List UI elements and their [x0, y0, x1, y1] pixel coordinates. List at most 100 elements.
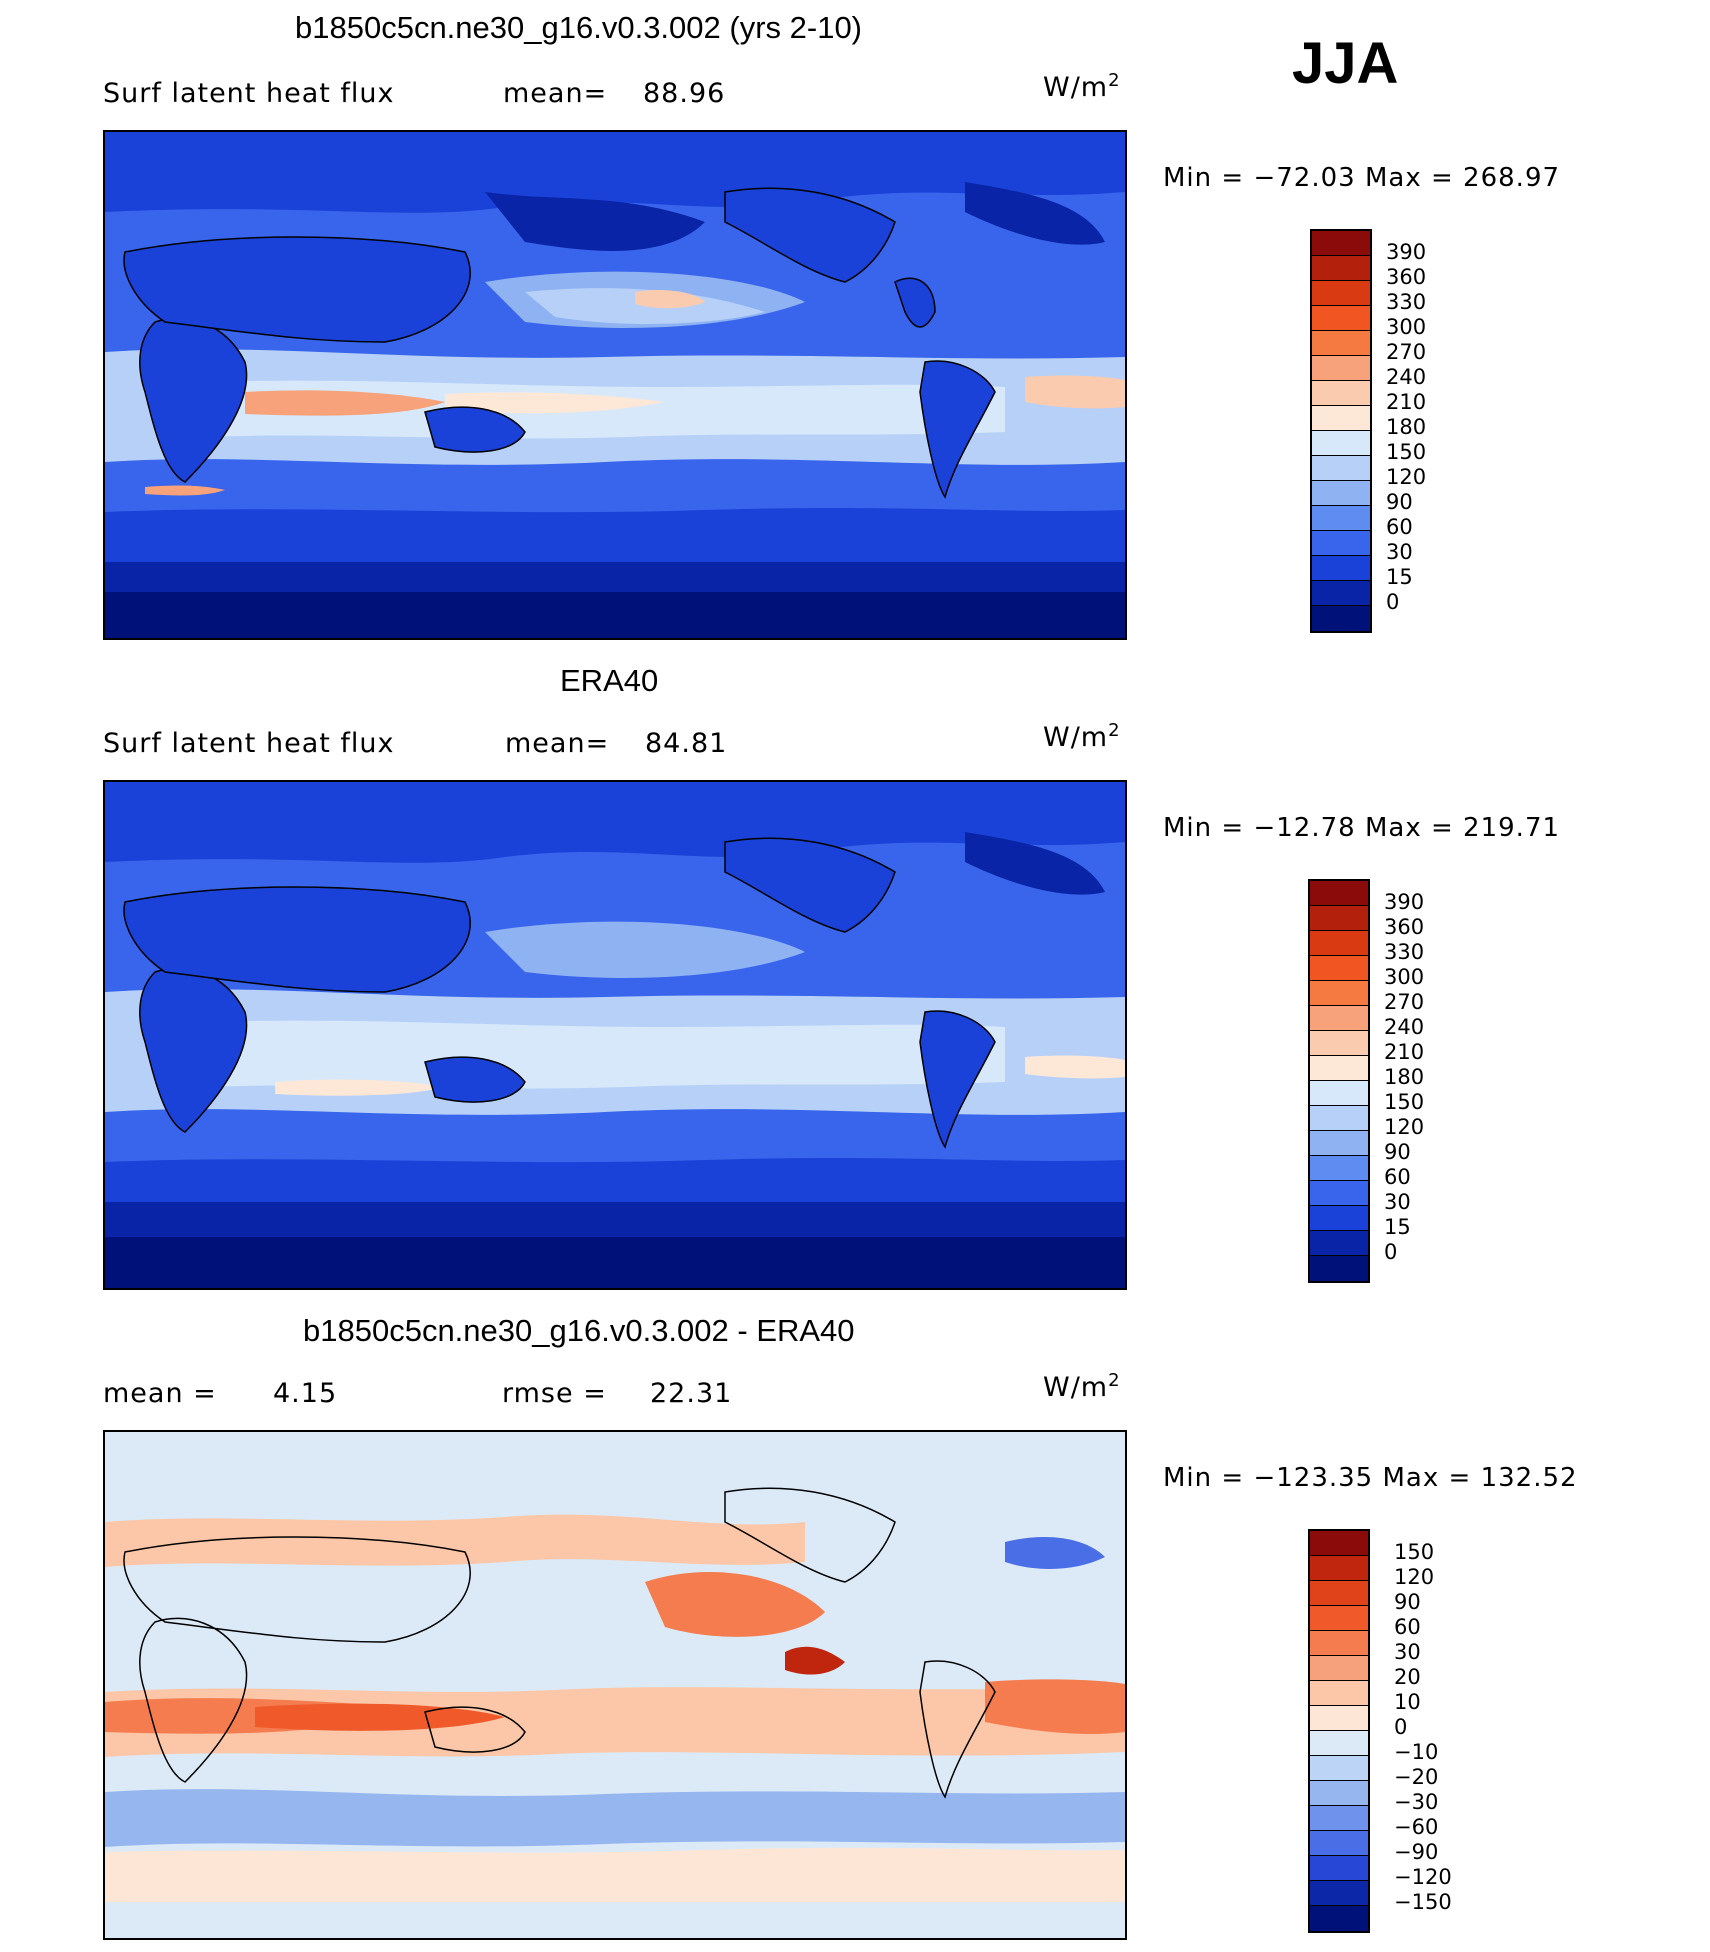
colorbar-tick-label: 150 [1384, 1090, 1425, 1114]
colorbar-cell [1310, 881, 1368, 906]
panel-1-colorbar [1310, 229, 1372, 633]
panel-3-map [103, 1430, 1127, 1940]
colorbar-tick-label: 20 [1394, 1665, 1421, 1689]
colorbar-tick-label: 210 [1386, 390, 1427, 414]
colorbar-tick-label: 10 [1394, 1690, 1421, 1714]
colorbar-cell [1310, 1831, 1368, 1856]
colorbar-cell [1310, 1206, 1368, 1231]
colorbar-tick-label: 150 [1386, 440, 1427, 464]
colorbar-tick-label: 360 [1386, 265, 1427, 289]
colorbar-cell [1310, 1756, 1368, 1781]
colorbar-cell [1310, 1856, 1368, 1881]
colorbar-cell [1310, 1656, 1368, 1681]
colorbar-tick-label: 30 [1386, 540, 1413, 564]
colorbar-tick-label: 0 [1394, 1715, 1408, 1739]
colorbar-tick-label: −10 [1394, 1740, 1439, 1764]
colorbar-cell [1312, 406, 1370, 431]
colorbar-tick-label: 390 [1384, 890, 1425, 914]
colorbar-cell [1310, 1081, 1368, 1106]
panel-3-colorbar [1308, 1529, 1370, 1933]
colorbar-cell [1310, 1556, 1368, 1581]
colorbar-tick-label: 90 [1394, 1590, 1421, 1614]
colorbar-tick-label: 210 [1384, 1040, 1425, 1064]
colorbar-cell [1310, 1906, 1368, 1931]
colorbar-cell [1310, 1156, 1368, 1181]
colorbar-tick-label: 150 [1394, 1540, 1435, 1564]
colorbar-tick-label: −120 [1394, 1865, 1452, 1889]
colorbar-cell [1312, 456, 1370, 481]
panel-3-mean-value: 4.15 [273, 1378, 338, 1409]
colorbar-cell [1312, 381, 1370, 406]
colorbar-tick-label: 60 [1386, 515, 1413, 539]
colorbar-cell [1310, 1581, 1368, 1606]
panel-1-mean-label: mean= [503, 78, 608, 109]
colorbar-tick-label: −20 [1394, 1765, 1439, 1789]
colorbar-tick-label: 15 [1386, 565, 1413, 589]
colorbar-cell [1310, 1706, 1368, 1731]
panel-1-variable-label: Surf latent heat flux [103, 78, 395, 109]
colorbar-tick-label: 120 [1394, 1565, 1435, 1589]
colorbar-cell [1310, 1806, 1368, 1831]
colorbar-cell [1310, 1056, 1368, 1081]
colorbar-tick-label: −60 [1394, 1815, 1439, 1839]
panel-3-minmax: Min = −123.35 Max = 132.52 [1163, 1463, 1578, 1493]
colorbar-cell [1310, 981, 1368, 1006]
colorbar-tick-label: 60 [1384, 1165, 1411, 1189]
colorbar-tick-label: 180 [1386, 415, 1427, 439]
panel-3-colorbar-ticks: 150 120 90 60 30 20 10 0 −10 −20 −30 −60 −90 −120 −150 [1394, 1540, 1452, 1915]
colorbar-cell [1310, 1006, 1368, 1031]
panel-2-title: ERA40 [560, 663, 659, 698]
colorbar-cell [1310, 1631, 1368, 1656]
colorbar-cell [1310, 1231, 1368, 1256]
colorbar-cell [1310, 956, 1368, 981]
colorbar-tick-label: 360 [1384, 915, 1425, 939]
panel-2-mean-value: 84.81 [645, 728, 728, 759]
colorbar-cell [1310, 1731, 1368, 1756]
colorbar-tick-label: 15 [1384, 1215, 1411, 1239]
panel-3-units: W/m2 [1043, 1370, 1121, 1403]
colorbar-cell [1310, 1031, 1368, 1056]
colorbar-tick-label: 270 [1384, 990, 1425, 1014]
colorbar-tick-label: 300 [1384, 965, 1425, 989]
colorbar-cell [1312, 281, 1370, 306]
colorbar-tick-label: 330 [1384, 940, 1425, 964]
colorbar-tick-label: 240 [1386, 365, 1427, 389]
colorbar-tick-label: 120 [1384, 1115, 1425, 1139]
colorbar-cell [1312, 231, 1370, 256]
colorbar-tick-label: 120 [1386, 465, 1427, 489]
colorbar-tick-label: 0 [1384, 1240, 1398, 1264]
colorbar-cell [1312, 606, 1370, 631]
panel-1-title: b1850c5cn.ne30_g16.v0.3.002 (yrs 2-10) [295, 10, 863, 45]
panel-3-title: b1850c5cn.ne30_g16.v0.3.002 - ERA40 [303, 1313, 855, 1348]
colorbar-tick-label: 300 [1386, 315, 1427, 339]
colorbar-tick-label: 30 [1394, 1640, 1421, 1664]
panel-1-units: W/m2 [1043, 70, 1121, 103]
panel-2-colorbar-ticks: 390 360 330 300 270 240 210 180 150 120 90 60 30 15 0 [1384, 890, 1424, 1265]
colorbar-tick-label: 390 [1386, 240, 1427, 264]
colorbar-cell [1312, 331, 1370, 356]
colorbar-cell [1312, 306, 1370, 331]
panel-3-rmse-value: 22.31 [650, 1378, 733, 1409]
colorbar-cell [1310, 1681, 1368, 1706]
colorbar-tick-label: 90 [1386, 490, 1413, 514]
colorbar-cell [1310, 1881, 1368, 1906]
colorbar-cell [1312, 431, 1370, 456]
colorbar-tick-label: 60 [1394, 1615, 1421, 1639]
panel-2-minmax: Min = −12.78 Max = 219.71 [1163, 813, 1561, 843]
colorbar-tick-label: −150 [1394, 1890, 1452, 1914]
colorbar-tick-label: 0 [1386, 590, 1400, 614]
colorbar-cell [1312, 506, 1370, 531]
panel-2-mean-label: mean= [505, 728, 610, 759]
colorbar-cell [1312, 481, 1370, 506]
colorbar-tick-label: 180 [1384, 1065, 1425, 1089]
colorbar-cell [1310, 1181, 1368, 1206]
panel-2-variable-label: Surf latent heat flux [103, 728, 395, 759]
colorbar-tick-label: −90 [1394, 1840, 1439, 1864]
colorbar-cell [1312, 556, 1370, 581]
colorbar-cell [1310, 1256, 1368, 1281]
colorbar-cell [1310, 1106, 1368, 1131]
panel-1-minmax: Min = −72.03 Max = 268.97 [1163, 163, 1561, 193]
colorbar-cell [1310, 931, 1368, 956]
panel-1-mean-value: 88.96 [643, 78, 726, 109]
colorbar-cell [1312, 531, 1370, 556]
